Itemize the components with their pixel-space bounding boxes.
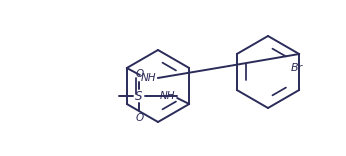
Text: S: S <box>135 90 143 102</box>
Text: O: O <box>135 113 143 123</box>
Text: NH: NH <box>141 73 157 83</box>
Text: Br: Br <box>291 63 303 73</box>
Text: O: O <box>135 69 143 79</box>
Text: NH: NH <box>160 91 175 101</box>
